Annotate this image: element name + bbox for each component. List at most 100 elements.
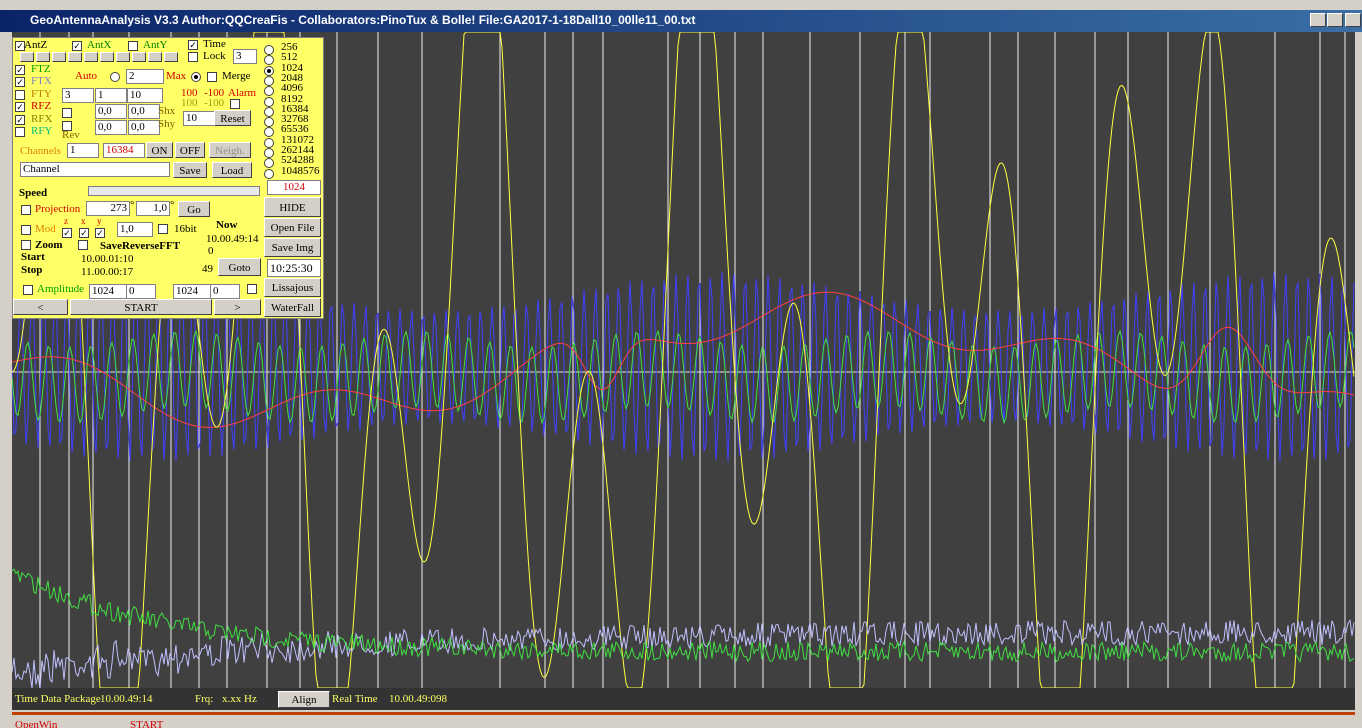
hide-button[interactable]: HIDE bbox=[264, 197, 321, 217]
frequency-value: x.xx Hz bbox=[222, 693, 257, 705]
goto-button[interactable]: Goto bbox=[218, 258, 261, 276]
offset-input[interactable]: 0,0 bbox=[95, 120, 127, 135]
channels-from[interactable]: 1 bbox=[67, 143, 99, 158]
amplitude-input[interactable]: 1024 bbox=[173, 284, 211, 299]
trace-checkbox[interactable] bbox=[15, 127, 25, 137]
mod-axis-checkbox[interactable]: ✓ bbox=[79, 228, 89, 238]
clock-input[interactable]: 10:25:30 bbox=[267, 259, 321, 277]
channel-name-input[interactable]: Channel bbox=[20, 162, 170, 177]
scroll-arrow[interactable] bbox=[164, 52, 178, 62]
scrollbar[interactable] bbox=[1355, 32, 1362, 712]
time-checkbox[interactable]: ✓ bbox=[188, 40, 198, 50]
axis-checkbox[interactable]: ✓ bbox=[72, 41, 82, 51]
size-radio[interactable] bbox=[264, 158, 274, 169]
size-radio[interactable] bbox=[264, 96, 274, 107]
start-time: 10.00.01:10 bbox=[81, 253, 134, 265]
mod-axis-checkbox[interactable]: ✓ bbox=[95, 228, 105, 238]
projection-checkbox[interactable] bbox=[21, 205, 31, 215]
zoom-checkbox[interactable] bbox=[21, 240, 31, 250]
scroll-arrow[interactable] bbox=[36, 52, 50, 62]
scale-input[interactable]: 1 bbox=[95, 88, 127, 103]
size-radio[interactable] bbox=[264, 106, 274, 117]
blue-trace bbox=[12, 272, 1355, 462]
offset-input[interactable]: 0,0 bbox=[128, 120, 160, 135]
scroll-arrow[interactable] bbox=[20, 52, 34, 62]
close-button[interactable] bbox=[1345, 13, 1361, 27]
waterfall-button[interactable]: WaterFall bbox=[264, 298, 321, 317]
trace-checkbox[interactable]: ✓ bbox=[15, 114, 25, 125]
projection-step[interactable]: 1,0 bbox=[136, 201, 170, 216]
mod-axis-label: z bbox=[64, 216, 68, 226]
reverse-fft-checkbox[interactable] bbox=[78, 240, 88, 250]
size-radio[interactable] bbox=[264, 55, 274, 66]
scroll-arrow[interactable] bbox=[68, 52, 82, 62]
auto-input[interactable]: 2 bbox=[126, 69, 164, 84]
neigh-button[interactable]: Neigh. bbox=[209, 142, 251, 158]
size-input[interactable]: 1024 bbox=[267, 180, 321, 195]
scale-input[interactable]: 3 bbox=[62, 88, 94, 103]
size-radio[interactable] bbox=[264, 65, 274, 76]
align-button[interactable]: Align bbox=[278, 691, 330, 708]
save-button[interactable]: Save bbox=[173, 162, 207, 178]
size-radio[interactable] bbox=[264, 137, 274, 148]
channels-to[interactable]: 16384 bbox=[103, 143, 145, 158]
amplitude-checkbox[interactable] bbox=[23, 285, 33, 295]
scroll-arrow[interactable] bbox=[132, 52, 146, 62]
scroll-arrow[interactable] bbox=[52, 52, 66, 62]
next-button[interactable]: > bbox=[214, 299, 261, 315]
rev-checkbox[interactable] bbox=[62, 121, 72, 131]
mod-axis-checkbox[interactable]: ✓ bbox=[62, 228, 72, 238]
maximize-button[interactable] bbox=[1327, 13, 1343, 27]
offset-input[interactable]: 0,0 bbox=[95, 104, 127, 119]
lock-input[interactable]: 3 bbox=[233, 49, 257, 64]
size-radio[interactable] bbox=[264, 86, 274, 97]
scroll-arrow[interactable] bbox=[148, 52, 162, 62]
scroll-arrow[interactable] bbox=[100, 52, 114, 62]
lissajous-button[interactable]: Lissajous bbox=[264, 278, 321, 297]
mod-checkbox[interactable] bbox=[21, 225, 31, 235]
save-img-button[interactable]: Save Img bbox=[264, 238, 321, 257]
load-button[interactable]: Load bbox=[212, 162, 252, 178]
size-radio[interactable] bbox=[264, 45, 274, 55]
prev-button[interactable]: < bbox=[13, 299, 68, 315]
merge-checkbox[interactable] bbox=[207, 72, 217, 82]
on-button[interactable]: ON bbox=[146, 142, 173, 158]
auto-radio[interactable] bbox=[110, 72, 120, 82]
alarm-checkbox[interactable] bbox=[230, 99, 240, 109]
speed-slider[interactable] bbox=[88, 186, 260, 196]
scroll-arrow[interactable] bbox=[116, 52, 130, 62]
amplitude-checkbox[interactable] bbox=[247, 284, 257, 294]
rev-checkbox[interactable] bbox=[62, 108, 72, 118]
axis-checkbox[interactable]: ✓ bbox=[15, 41, 25, 51]
max-radio[interactable] bbox=[191, 72, 201, 82]
size-radio[interactable] bbox=[264, 75, 274, 86]
scale-input[interactable]: 10 bbox=[127, 88, 163, 103]
amplitude-input[interactable]: 0 bbox=[126, 284, 156, 299]
size-radio[interactable] bbox=[264, 127, 274, 138]
size-radio[interactable] bbox=[264, 168, 274, 179]
off-button[interactable]: OFF bbox=[175, 142, 205, 158]
trace-checkbox[interactable]: ✓ bbox=[15, 102, 25, 113]
trace-checkbox[interactable] bbox=[15, 89, 25, 100]
16bit-checkbox[interactable] bbox=[158, 224, 168, 234]
scroll-arrow[interactable] bbox=[84, 52, 98, 62]
mod-input[interactable]: 1,0 bbox=[117, 222, 153, 237]
projection-angle[interactable]: 273 bbox=[86, 201, 130, 216]
reset-button[interactable]: Reset bbox=[214, 110, 251, 126]
amplitude-input[interactable]: 0 bbox=[210, 284, 240, 299]
trace-checkbox[interactable]: ✓ bbox=[15, 77, 25, 88]
start-button[interactable]: START bbox=[70, 299, 212, 315]
open-file-button[interactable]: Open File bbox=[264, 218, 321, 237]
lock-checkbox[interactable] bbox=[188, 52, 198, 62]
go-button[interactable]: Go bbox=[178, 201, 210, 217]
amplitude-input[interactable]: 1024 bbox=[89, 284, 127, 299]
offset-input[interactable]: 0,0 bbox=[128, 104, 160, 119]
axis-checkbox[interactable] bbox=[128, 41, 138, 51]
size-radio[interactable] bbox=[264, 117, 274, 128]
size-label: 4096 bbox=[281, 82, 303, 95]
reset-input[interactable]: 10 bbox=[183, 111, 215, 126]
trace-checkbox[interactable]: ✓ bbox=[15, 65, 25, 75]
minimize-button[interactable] bbox=[1310, 13, 1326, 27]
size-radio[interactable] bbox=[264, 148, 274, 158]
